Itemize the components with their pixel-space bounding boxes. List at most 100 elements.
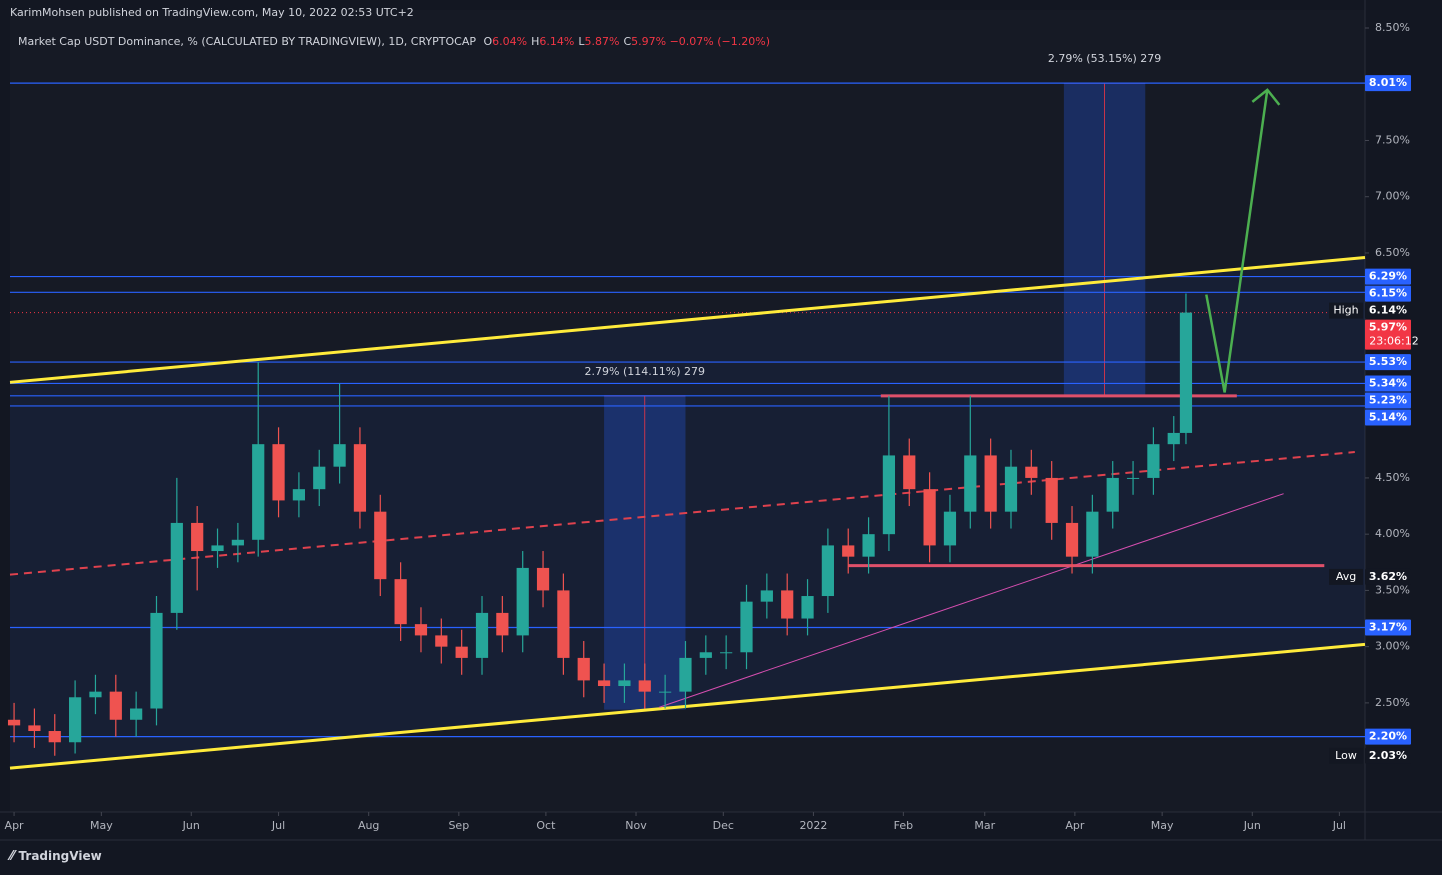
candle-body (1045, 477, 1058, 523)
level-label-box (1365, 392, 1411, 409)
candle-body (455, 646, 468, 658)
level-label: 6.15% (1369, 287, 1407, 300)
ohlc-letter: L (578, 35, 585, 48)
candle-body (48, 731, 61, 743)
y-tick-label: 8.50% (1375, 21, 1410, 34)
y-tick-label: 7.50% (1375, 133, 1410, 146)
level-label: 3.17% (1369, 621, 1407, 634)
candle-body (516, 567, 529, 636)
x-tick-label: Feb (894, 819, 913, 832)
ohlc-value: 5.87% (584, 35, 620, 48)
y-tick-label: 7.00% (1375, 190, 1410, 203)
level-label: 5.34% (1369, 376, 1407, 389)
candle-body (618, 680, 631, 687)
candle-body (1086, 511, 1099, 557)
attribution: KarimMohsen published on TradingView.com… (10, 6, 414, 19)
x-tick-label: 2022 (799, 819, 827, 832)
x-tick-label: Dec (713, 819, 734, 832)
ohlc: O6.04% H6.14% L5.87% C5.97% (480, 35, 667, 48)
measure-label: 2.79% (53.15%) 279 (1048, 52, 1161, 65)
candle-body (272, 444, 285, 501)
candle-body (842, 545, 855, 557)
candle-body (414, 624, 428, 636)
channel-fill (10, 257, 1365, 769)
level-label-box (1365, 268, 1411, 285)
x-tick-label: May (90, 819, 113, 832)
x-tick-label: Mar (974, 819, 995, 832)
candle-body (536, 567, 550, 591)
x-tick-label: Oct (536, 819, 556, 832)
candle-body (1106, 477, 1119, 512)
y-tick-label: 2.50% (1375, 696, 1410, 709)
level-label-box (1365, 409, 1411, 426)
level-label: 5.53% (1369, 355, 1407, 368)
candle-body (557, 590, 570, 658)
candle-body (1167, 432, 1180, 445)
x-tick-label: Apr (1065, 819, 1085, 832)
level-label: 2.20% (1369, 730, 1407, 743)
candle-body (781, 590, 794, 619)
candle-body (659, 691, 672, 693)
candle-body (252, 444, 265, 540)
x-tick-label: May (1151, 819, 1174, 832)
ohlc-value: 5.97% (631, 35, 667, 48)
candle-body (720, 652, 733, 654)
level-label-box (1365, 728, 1411, 745)
y-tick-label: 4.00% (1375, 527, 1410, 540)
level-label: 5.14% (1369, 410, 1407, 423)
y-tick-label: 6.50% (1375, 246, 1410, 259)
measure-label: 2.79% (114.11%) 279 (585, 365, 705, 378)
candle-body (130, 708, 143, 720)
candle-body (435, 635, 448, 647)
candle-body (699, 652, 712, 658)
x-tick-label: Jun (182, 819, 200, 832)
level-label-box (1365, 375, 1411, 392)
candle-body (374, 511, 387, 580)
trendline (9, 642, 1366, 770)
trendline (658, 493, 1284, 708)
level-label-box (1365, 319, 1411, 350)
ohlc-letter: H (531, 35, 540, 48)
level-label: 5.23% (1369, 393, 1407, 406)
x-tick-label: Aug (358, 819, 379, 832)
candle-body (1179, 312, 1193, 433)
countdown: 23:06:12 (1369, 335, 1418, 348)
y-tick-label: 4.50% (1375, 471, 1410, 484)
candle-body (7, 719, 21, 726)
candle-body (109, 691, 122, 720)
candle-body (170, 522, 183, 613)
candle-body (679, 657, 692, 692)
x-tick-label: Jul (1332, 819, 1346, 832)
footer: TradingView (18, 849, 102, 863)
candle-body (69, 697, 82, 743)
candle-body (903, 455, 916, 490)
trendline (9, 451, 1355, 576)
candle-body (231, 539, 244, 546)
y-tick-label: 3.50% (1375, 583, 1410, 596)
ohlc-letter: O (483, 35, 493, 48)
level-label-box (1365, 568, 1411, 585)
candle-body (333, 444, 346, 467)
candle-body (638, 680, 651, 692)
candle-body (943, 511, 957, 546)
level-label: 6.29% (1369, 270, 1407, 283)
level-label-box (1365, 747, 1411, 764)
level-tag: Low (1335, 749, 1357, 762)
x-tick-label: Jul (271, 819, 285, 832)
level-label-box (1365, 354, 1411, 371)
candle-body (984, 455, 997, 512)
candle-body (292, 489, 306, 501)
candle-body (740, 601, 753, 653)
level-label: 2.03% (1369, 749, 1407, 762)
candle-body (597, 680, 611, 687)
level-label: 6.14% (1369, 304, 1407, 317)
candle-body (882, 455, 896, 535)
ohlc-letter: C (623, 35, 632, 48)
level-tag: Avg (1336, 570, 1356, 583)
candle-body (150, 612, 163, 709)
candle-body (89, 691, 102, 698)
x-tick-label: Apr (5, 819, 25, 832)
x-tick-label: Sep (448, 819, 469, 832)
level-label-box (1365, 75, 1411, 92)
